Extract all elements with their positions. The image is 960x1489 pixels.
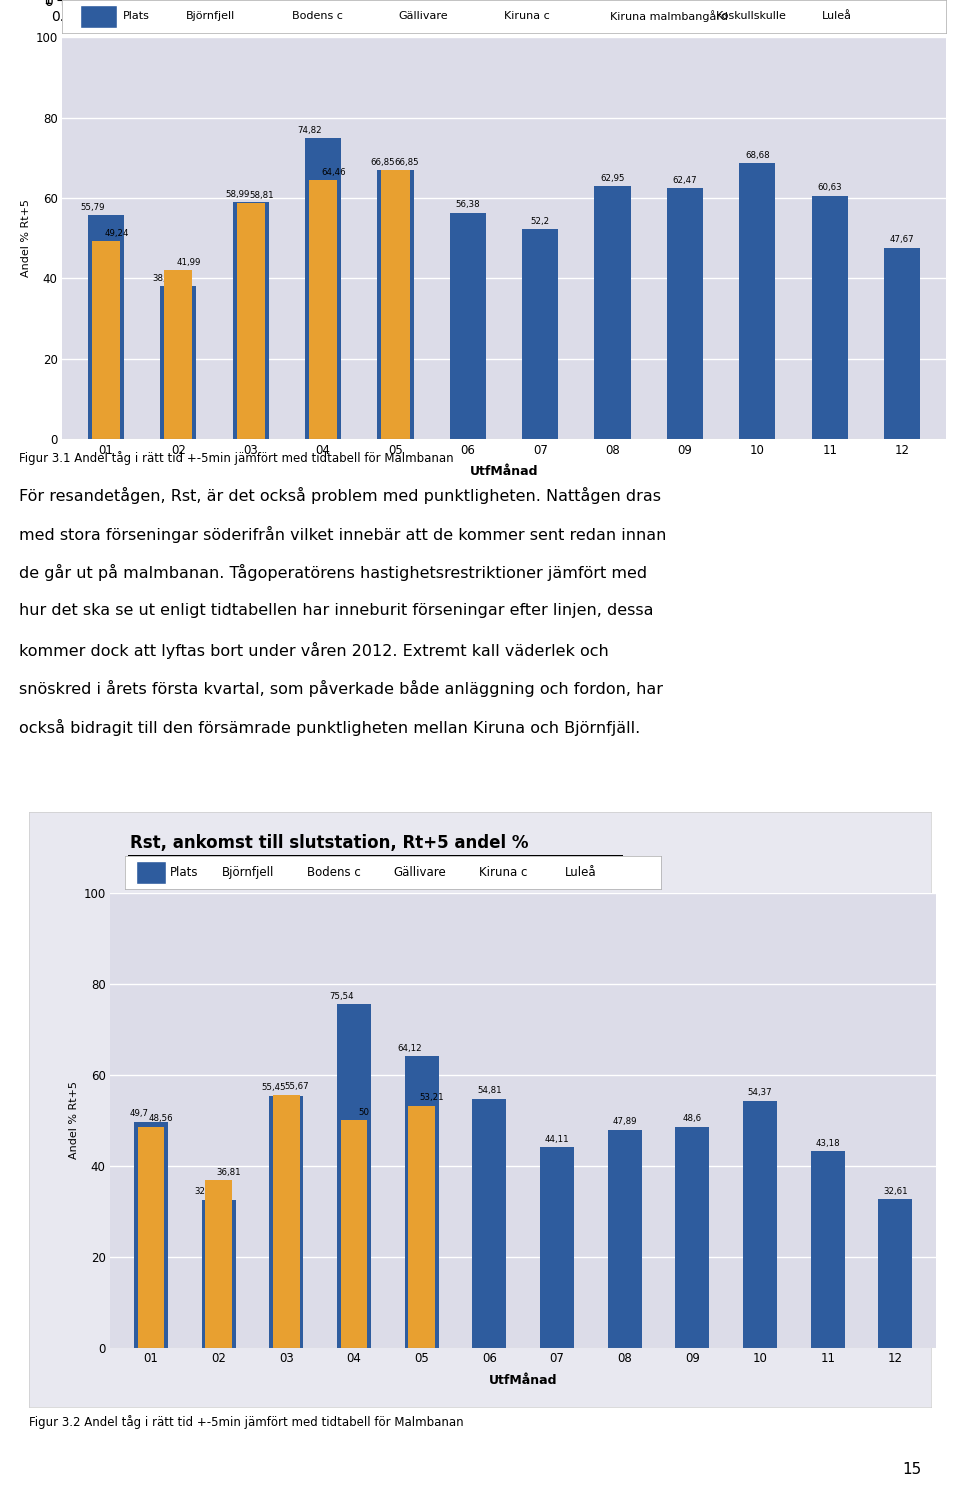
Text: Bodens c: Bodens c (292, 12, 343, 21)
Text: 44,11: 44,11 (544, 1135, 569, 1144)
Bar (667, 188, 703, 439)
Bar (341, 1120, 368, 1348)
X-axis label: UtfMånad: UtfMånad (469, 466, 539, 478)
Text: också bidragit till den försämrade punktligheten mellan Kiruna och Björnfjäll.: också bidragit till den försämrade punkt… (19, 719, 640, 736)
Text: 49,7: 49,7 (130, 1109, 149, 1118)
Bar (377, 171, 414, 439)
Bar (739, 164, 776, 439)
Bar (472, 1099, 506, 1348)
Text: 48,56: 48,56 (149, 1114, 174, 1123)
Text: 64,12: 64,12 (397, 1044, 421, 1053)
Text: 64,46: 64,46 (322, 168, 347, 177)
FancyBboxPatch shape (80, 4, 117, 28)
Bar (405, 1056, 439, 1348)
Text: Kiruna malmbangård: Kiruna malmbangård (610, 10, 728, 22)
Text: För resandetågen, Rst, är det också problem med punktligheten. Nattågen dras: För resandetågen, Rst, är det också prob… (19, 487, 661, 503)
Text: 55,79: 55,79 (81, 203, 105, 211)
Text: Luleå: Luleå (822, 12, 852, 21)
Bar (811, 1151, 845, 1348)
Bar (309, 180, 337, 439)
Text: 41,99: 41,99 (177, 258, 202, 267)
Bar (884, 247, 921, 439)
Text: 54,81: 54,81 (477, 1085, 502, 1094)
Text: Plats: Plats (123, 12, 150, 21)
Text: Plats: Plats (170, 867, 199, 879)
Bar (594, 186, 631, 439)
Text: 62,95: 62,95 (600, 174, 625, 183)
FancyBboxPatch shape (135, 861, 165, 884)
X-axis label: UtfMånad: UtfMånad (489, 1374, 558, 1386)
Text: hur det ska se ut enligt tidtabellen har inneburit förseningar efter linjen, des: hur det ska se ut enligt tidtabellen har… (19, 603, 654, 618)
Bar (134, 1121, 168, 1348)
Text: 38,18: 38,18 (153, 274, 178, 283)
Text: 66,85: 66,85 (394, 158, 419, 167)
Bar (449, 213, 486, 439)
Text: 48,6: 48,6 (683, 1114, 702, 1123)
Bar (743, 1100, 777, 1348)
Text: Gällivare: Gällivare (398, 12, 447, 21)
Text: 55,67: 55,67 (284, 1083, 309, 1091)
Text: Koskullskulle: Koskullskulle (716, 12, 787, 21)
Text: 75,54: 75,54 (329, 992, 354, 1001)
Text: 47,67: 47,67 (890, 235, 915, 244)
Bar (305, 138, 341, 439)
Text: kommer dock att lyftas bort under våren 2012. Extremt kall väderlek och: kommer dock att lyftas bort under våren … (19, 642, 609, 658)
Bar (274, 1094, 300, 1348)
Bar (540, 1147, 574, 1348)
Y-axis label: Andel % Rt+5: Andel % Rt+5 (69, 1081, 79, 1160)
Bar (676, 1127, 709, 1348)
Text: Bodens c: Bodens c (307, 867, 361, 879)
Text: Figur 3.2 Andel tåg i rätt tid +-5min jämfört med tidtabell för Malmbanan: Figur 3.2 Andel tåg i rätt tid +-5min jä… (29, 1415, 464, 1428)
Text: 47,89: 47,89 (612, 1117, 636, 1126)
Bar (381, 171, 410, 439)
Text: 66,85: 66,85 (370, 158, 395, 167)
Bar (236, 203, 265, 439)
Text: 49,24: 49,24 (105, 229, 129, 238)
Text: Rst, ankomst till slutstation, Rt+5 andel %: Rst, ankomst till slutstation, Rt+5 ande… (130, 834, 528, 852)
Bar (608, 1130, 641, 1348)
Text: 50: 50 (359, 1108, 370, 1117)
Text: Luleå: Luleå (564, 867, 596, 879)
Bar (87, 214, 124, 439)
Text: 60,63: 60,63 (818, 183, 842, 192)
Bar (164, 271, 192, 439)
Bar (522, 229, 559, 439)
Text: 36,81: 36,81 (217, 1167, 241, 1176)
Text: 43,18: 43,18 (815, 1139, 840, 1148)
Text: 56,38: 56,38 (455, 201, 480, 210)
Text: 53,21: 53,21 (420, 1093, 444, 1102)
Text: 62,47: 62,47 (673, 176, 697, 185)
Text: Kiruna c: Kiruna c (479, 867, 527, 879)
Text: 32,47: 32,47 (194, 1187, 219, 1197)
Bar (270, 1096, 303, 1348)
Text: 58,99: 58,99 (226, 191, 250, 200)
Bar (160, 286, 197, 439)
Bar (138, 1127, 164, 1348)
Text: 68,68: 68,68 (745, 150, 770, 159)
Text: 55,45: 55,45 (262, 1083, 286, 1091)
Bar (409, 1106, 435, 1348)
Text: 54,37: 54,37 (748, 1088, 773, 1097)
Bar (92, 241, 120, 439)
Bar (232, 203, 269, 439)
Bar (811, 195, 848, 439)
Bar (337, 1005, 371, 1348)
Text: snöskred i årets första kvartal, som påverkade både anläggning och fordon, har: snöskred i årets första kvartal, som påv… (19, 680, 663, 697)
Text: de går ut på malmbanan. Tågoperatörens hastighetsrestriktioner jämfört med: de går ut på malmbanan. Tågoperatörens h… (19, 564, 647, 581)
Text: 58,81: 58,81 (250, 191, 274, 200)
Text: 15: 15 (902, 1462, 922, 1477)
Bar (202, 1200, 235, 1348)
Bar (205, 1181, 232, 1348)
Text: Figur 3.1 Andel tåg i rätt tid +-5min jämfört med tidtabell för Malmbanan: Figur 3.1 Andel tåg i rätt tid +-5min jä… (19, 451, 454, 465)
Text: 74,82: 74,82 (298, 127, 323, 135)
Text: Gällivare: Gällivare (394, 867, 445, 879)
Text: Kiruna c: Kiruna c (504, 12, 550, 21)
Text: Björnfjell: Björnfjell (186, 12, 235, 21)
Text: 52,2: 52,2 (531, 217, 550, 226)
Text: Björnfjell: Björnfjell (222, 867, 274, 879)
Text: 32,61: 32,61 (883, 1187, 908, 1196)
Y-axis label: Andel % Rt+5: Andel % Rt+5 (21, 200, 31, 277)
Text: med stora förseningar söderifrån vilket innebär att de kommer sent redan innan: med stora förseningar söderifrån vilket … (19, 526, 666, 542)
Bar (878, 1200, 912, 1348)
